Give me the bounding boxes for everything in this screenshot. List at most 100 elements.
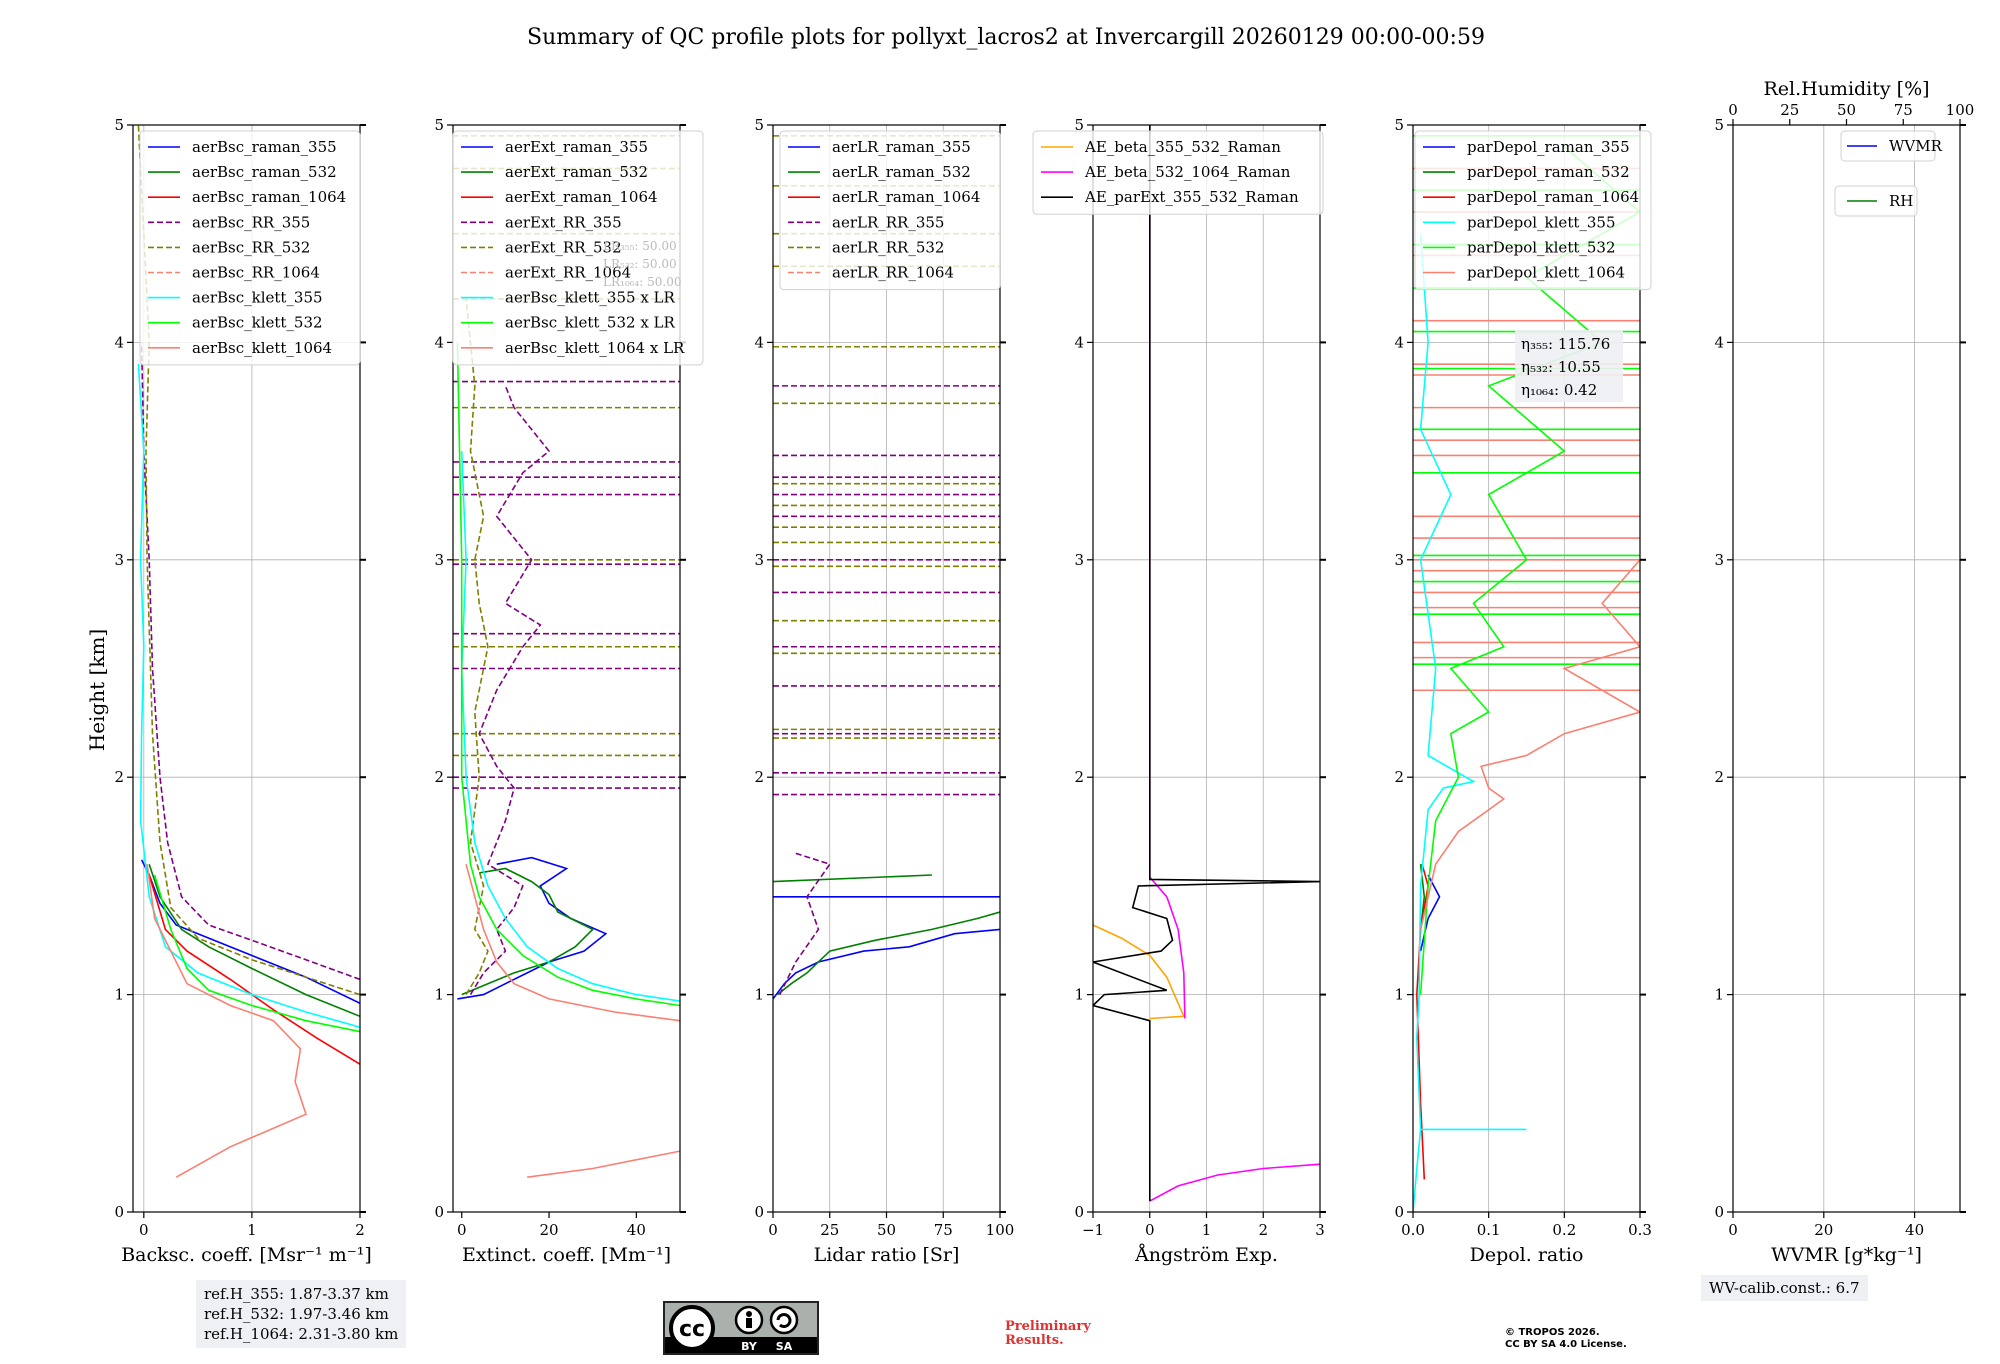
y-tick-label: 3 xyxy=(1074,551,1084,569)
plot-area-ext xyxy=(453,135,680,1178)
legend-box xyxy=(452,130,704,366)
legend-label: aerExt_RR_355 xyxy=(505,213,622,231)
series-aerExt-RR-355 xyxy=(469,385,551,996)
x-tick-label: 40 xyxy=(1905,1221,1924,1239)
y-tick-label: 2 xyxy=(754,768,764,786)
axes-frame xyxy=(132,124,361,1213)
y-tick-label: 5 xyxy=(1714,116,1724,134)
legend-label: RH xyxy=(1889,192,1913,210)
y-tick-label: 4 xyxy=(1394,333,1404,351)
legend-label: AE_beta_532_1064_Raman xyxy=(1084,163,1291,181)
series-AE-parExt-355-532-Raman xyxy=(1093,125,1320,1202)
legend-box xyxy=(779,130,1001,291)
legend-label: parDepol_klett_532 xyxy=(1467,238,1616,256)
x-tick-label: 2 xyxy=(355,1221,365,1239)
y-tick-label: 3 xyxy=(114,551,124,569)
series-parDepol-klett-532 xyxy=(1419,146,1640,995)
x-tick-label: 0.2 xyxy=(1552,1221,1576,1239)
x-tick-label: 0 xyxy=(457,1221,467,1239)
preliminary-line-2: Results. xyxy=(1005,1333,1064,1348)
legend-label: aerExt_raman_1064 xyxy=(505,188,658,206)
y-axis-label: Height [km] xyxy=(85,629,109,751)
y-tick-label: 0 xyxy=(754,1203,764,1221)
x-axis-label: Extinct. coeff. [Mm⁻¹] xyxy=(462,1244,671,1266)
series-aerBsc-klett-1064-x-LR-b xyxy=(465,863,680,1022)
legend-label: aerExt_RR_1064 xyxy=(505,264,631,282)
axes-frame xyxy=(1412,124,1641,1213)
legend-label: parDepol_klett_355 xyxy=(1467,213,1616,231)
y-tick-label: 1 xyxy=(1074,986,1084,1004)
x-tick-label: −1 xyxy=(1082,1221,1104,1239)
x-tick-label: 40 xyxy=(627,1221,646,1239)
legend-bsc: aerBsc_raman_355 aerBsc_raman_532 aerBsc_r… xyxy=(139,130,361,366)
x-tick-label: 1 xyxy=(1202,1221,1212,1239)
legend-label: aerBsc_klett_532 x LR xyxy=(505,314,676,332)
x-tick-label: 0 xyxy=(139,1221,149,1239)
ref-height-1064: ref.H_1064: 2.31-3.80 km xyxy=(204,1325,399,1343)
series-aerBsc-raman-355 xyxy=(140,859,360,1005)
y-tick-label: 2 xyxy=(434,768,444,786)
y-tick-label: 0 xyxy=(1074,1203,1084,1221)
legend-box xyxy=(1414,130,1652,291)
y-tick-label: 3 xyxy=(1394,551,1404,569)
cc-license-badge: cc BY SA xyxy=(663,1301,819,1355)
lr-info-text: LR₃₅₅: 50.00 xyxy=(603,239,677,253)
x-axis-label: Depol. ratio xyxy=(1470,1244,1584,1266)
legend-label: parDepol_raman_1064 xyxy=(1467,188,1639,206)
legend-label: aerBsc_klett_1064 xyxy=(192,339,332,357)
series-aerBsc-klett-355 xyxy=(137,364,360,1028)
x-tick-label: 75 xyxy=(934,1221,953,1239)
y-tick-label: 5 xyxy=(1394,116,1404,134)
eta-text: η₃₅₅: 115.76 xyxy=(1521,335,1610,353)
legend-label: aerBsc_RR_355 xyxy=(192,213,310,231)
legend-box xyxy=(139,130,361,366)
y-tick-label: 0 xyxy=(434,1203,444,1221)
legend-lr: aerLR_raman_355 aerLR_raman_532 aerLR_rama… xyxy=(779,130,1001,291)
cc-logo-icon: cc BY SA xyxy=(665,1305,817,1353)
y-tick-label: 5 xyxy=(434,116,444,134)
series-aerLR-RR-355 xyxy=(779,852,832,995)
series-aerBsc-raman-1064 xyxy=(148,874,360,1065)
axes-frame xyxy=(452,124,681,1213)
y-tick-label: 1 xyxy=(434,986,444,1004)
series-aerLR-raman-532 xyxy=(777,911,1000,996)
y-tick-label: 2 xyxy=(1394,768,1404,786)
y-tick-label: 5 xyxy=(1074,116,1084,134)
y-tick-label: 0 xyxy=(1394,1203,1404,1221)
legend-label: aerBsc_klett_355 x LR xyxy=(505,289,676,307)
series-parDepol-klett-1064 xyxy=(1419,559,1640,930)
x-tick-label: 0 xyxy=(1728,1221,1738,1239)
lr-info-text: LR₁₀₆₄: 50.00 xyxy=(603,275,681,289)
legend-label: aerLR_RR_1064 xyxy=(832,264,954,282)
x-tick-label: 0.1 xyxy=(1477,1221,1501,1239)
y-tick-label: 2 xyxy=(1714,768,1724,786)
x-tick-label: 20 xyxy=(1814,1221,1833,1239)
legend-label: aerLR_raman_1064 xyxy=(832,188,980,206)
y-tick-label: 0 xyxy=(114,1203,124,1221)
eta-text: η₁₀₆₄: 0.42 xyxy=(1521,381,1597,399)
legend-label: parDepol_klett_1064 xyxy=(1467,264,1625,282)
legend-box xyxy=(1840,130,1936,162)
y-tick-label: 2 xyxy=(1074,768,1084,786)
ref-height-355: ref.H_355: 1.87-3.37 km xyxy=(204,1285,389,1303)
top-x-tick-label: 75 xyxy=(1894,101,1913,119)
legend-label: aerBsc_raman_532 xyxy=(192,163,337,181)
y-tick-label: 1 xyxy=(1394,986,1404,1004)
preliminary-line-1: Preliminary xyxy=(1005,1319,1091,1334)
svg-text:cc: cc xyxy=(679,1317,705,1342)
wv-calibration-box: WV-calib.const.: 6.7 xyxy=(1701,1275,1868,1301)
eta-box xyxy=(1515,330,1623,402)
axes-frame xyxy=(1732,124,1961,1213)
series-aerExt-raman-355 xyxy=(457,856,608,1000)
series-aerExt-raman-532 xyxy=(461,867,595,996)
legend-label: aerLR_raman_355 xyxy=(832,138,971,156)
x-tick-label: 0 xyxy=(768,1221,778,1239)
legend-label: WVMR xyxy=(1889,137,1943,155)
legend-ae: AE_beta_355_532_Raman AE_beta_532_1064_Ra… xyxy=(1032,130,1324,215)
y-tick-label: 0 xyxy=(1714,1203,1724,1221)
legend-label: parDepol_raman_532 xyxy=(1467,163,1630,181)
copyright-line-2: CC BY SA 4.0 License. xyxy=(1505,1339,1627,1350)
